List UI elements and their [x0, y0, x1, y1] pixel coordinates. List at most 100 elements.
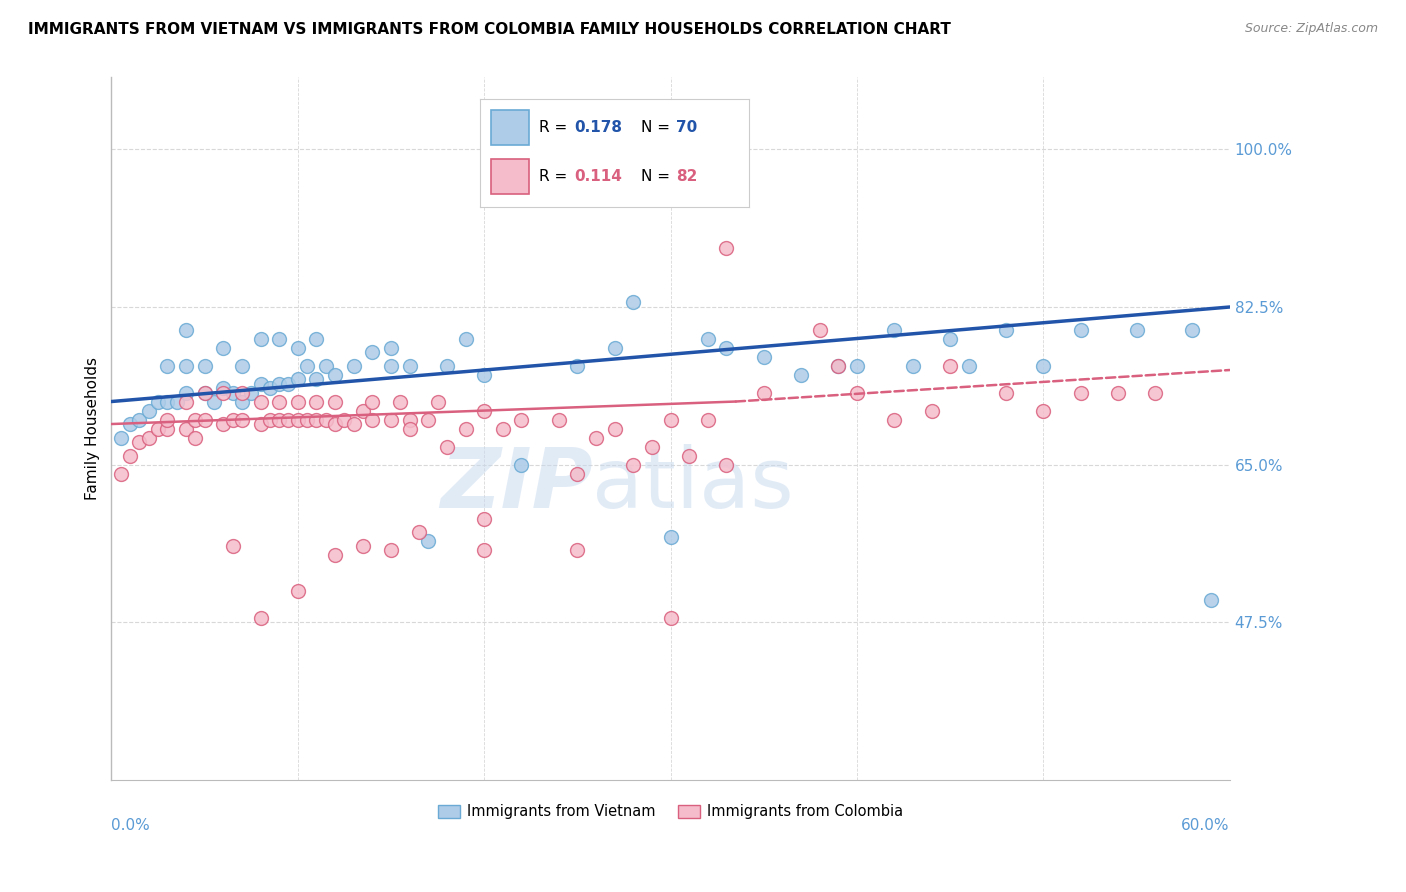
Y-axis label: Family Households: Family Households	[86, 357, 100, 500]
Point	[118, 417, 141, 431]
Point	[883, 322, 905, 336]
Text: atlas: atlas	[592, 444, 794, 525]
Point	[1237, 331, 1260, 345]
Point	[194, 385, 217, 400]
Point	[343, 417, 366, 431]
Point	[323, 394, 346, 409]
Point	[659, 530, 682, 544]
Point	[659, 610, 682, 624]
Point	[1181, 322, 1204, 336]
Point	[110, 467, 132, 481]
Point	[323, 417, 346, 431]
Point	[269, 376, 291, 391]
Point	[231, 394, 253, 409]
Point	[323, 548, 346, 562]
Point	[118, 449, 141, 463]
Point	[231, 359, 253, 373]
Point	[678, 449, 700, 463]
Point	[315, 412, 337, 426]
Point	[752, 385, 775, 400]
Point	[110, 431, 132, 445]
Point	[939, 331, 962, 345]
Point	[380, 543, 402, 558]
Point	[1125, 322, 1147, 336]
Point	[174, 421, 197, 435]
Point	[361, 394, 384, 409]
Point	[436, 440, 458, 454]
Point	[939, 359, 962, 373]
Point	[716, 341, 738, 355]
Point	[323, 368, 346, 382]
Point	[269, 331, 291, 345]
Point	[603, 421, 626, 435]
Point	[1312, 313, 1334, 327]
Text: 0.0%: 0.0%	[111, 818, 150, 833]
Point	[1032, 403, 1054, 417]
Point	[567, 467, 589, 481]
Point	[138, 403, 160, 417]
Point	[567, 359, 589, 373]
Point	[389, 394, 412, 409]
Point	[174, 359, 197, 373]
Point	[1274, 322, 1296, 336]
Point	[249, 376, 271, 391]
Point	[380, 341, 402, 355]
Point	[212, 417, 235, 431]
Point	[259, 412, 281, 426]
Point	[510, 458, 533, 472]
Point	[1032, 359, 1054, 373]
Point	[174, 394, 197, 409]
Point	[221, 385, 243, 400]
Point	[287, 372, 309, 386]
Point	[995, 322, 1018, 336]
Point	[343, 359, 366, 373]
Point	[418, 412, 440, 426]
Point	[547, 412, 569, 426]
Point	[1199, 592, 1222, 607]
Text: 60.0%: 60.0%	[1181, 818, 1230, 833]
Point	[212, 381, 235, 395]
Point	[305, 412, 328, 426]
Point	[231, 412, 253, 426]
Point	[845, 359, 868, 373]
Point	[305, 394, 328, 409]
Point	[305, 372, 328, 386]
Point	[621, 295, 644, 310]
Point	[641, 440, 664, 454]
Point	[287, 394, 309, 409]
Point	[174, 322, 197, 336]
Point	[295, 359, 318, 373]
Point	[418, 534, 440, 549]
Point	[184, 412, 207, 426]
Point	[212, 385, 235, 400]
Point	[921, 403, 943, 417]
Point	[194, 385, 217, 400]
Point	[1070, 322, 1092, 336]
Point	[202, 394, 225, 409]
Point	[398, 421, 420, 435]
Point	[696, 331, 718, 345]
Point	[827, 359, 849, 373]
Point	[231, 385, 253, 400]
Point	[790, 368, 813, 382]
Point	[492, 421, 515, 435]
Point	[1070, 385, 1092, 400]
Point	[380, 359, 402, 373]
Point	[269, 394, 291, 409]
Point	[194, 359, 217, 373]
Point	[287, 341, 309, 355]
Point	[352, 403, 374, 417]
Text: ZIP: ZIP	[440, 444, 592, 525]
Point	[315, 359, 337, 373]
Point	[287, 412, 309, 426]
Point	[752, 350, 775, 364]
Point	[333, 412, 356, 426]
Point	[827, 359, 849, 373]
Point	[295, 412, 318, 426]
Point	[510, 412, 533, 426]
Point	[436, 359, 458, 373]
Point	[184, 431, 207, 445]
Point	[472, 368, 495, 382]
Point	[361, 345, 384, 359]
Text: IMMIGRANTS FROM VIETNAM VS IMMIGRANTS FROM COLOMBIA FAMILY HOUSEHOLDS CORRELATIO: IMMIGRANTS FROM VIETNAM VS IMMIGRANTS FR…	[28, 22, 950, 37]
